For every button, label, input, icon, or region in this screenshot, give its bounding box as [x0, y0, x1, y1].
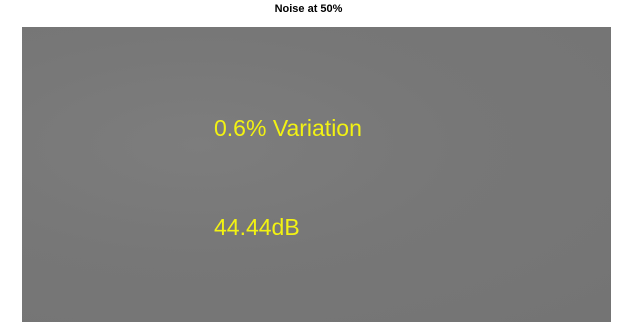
annotation: 44.44dB — [214, 214, 300, 241]
page: Noise at 50% 0.6% Variation 44.44dB (() … — [0, 0, 617, 322]
annotation: 0.6% Variation — [214, 115, 362, 142]
image-panel: 0.6% Variation 44.44dB — [22, 27, 611, 322]
figure-title: Noise at 50% — [0, 3, 617, 15]
